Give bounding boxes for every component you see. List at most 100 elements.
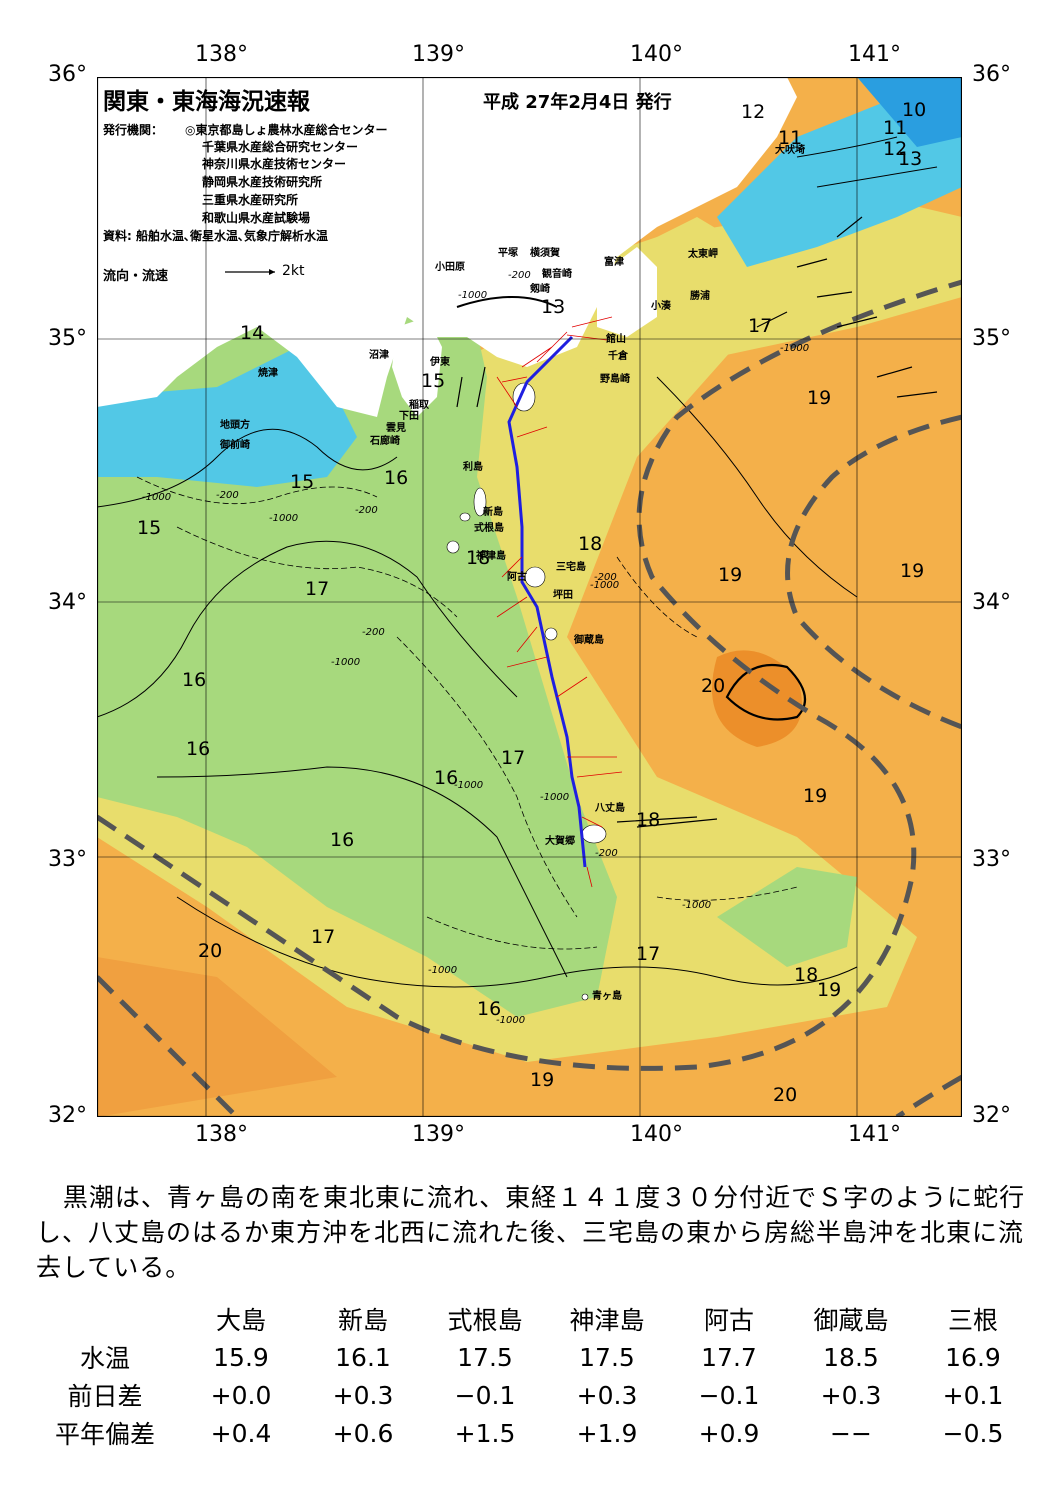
isotherm-label: 11 <box>778 127 803 149</box>
island-hachijojima <box>581 824 607 844</box>
kuroshio-summary: 黒潮は、青ヶ島の南を東北東に流れ、東経１４１度３０分付近でＳ字のように蛇行し、八… <box>36 1180 1036 1285</box>
isotherm-label: 17 <box>305 578 330 600</box>
place-label: 青ヶ島 <box>592 991 622 1002</box>
issuer-1: ◎東京都島しょ農林水産総合センター <box>185 123 388 137</box>
isotherm-label: 20 <box>198 940 223 962</box>
place-label: 焼津 <box>258 368 278 379</box>
table-cell: +1.9 <box>576 1418 638 1448</box>
sea-temperature-map <box>97 77 962 1117</box>
graticule <box>97 77 962 1117</box>
table-row: 平年偏差 +0.4 +0.6 +1.5 +1.9 +0.9 −− −0.5 <box>30 1414 1034 1452</box>
lat-tick-34: 34° <box>48 590 87 615</box>
place-label: 御蔵島 <box>574 635 604 646</box>
isotherm-label: 19 <box>817 979 842 1001</box>
isotherm-label: 16 <box>330 829 355 851</box>
sea-cold-zone-west <box>97 347 357 487</box>
isotherm-label: 15 <box>421 370 446 392</box>
depth-contours <box>136 476 798 950</box>
table-cell: 17.7 <box>701 1342 757 1372</box>
isotherm-label: 14 <box>240 322 265 344</box>
depth-label: -200 <box>216 490 239 501</box>
isotherm-label: 17 <box>501 747 526 769</box>
sea-hot-south <box>97 957 337 1117</box>
place-label: 千倉 <box>608 351 628 362</box>
table-cell: +0.4 <box>210 1418 272 1448</box>
lon-tick-139: 139° <box>412 42 465 67</box>
land-boso <box>597 247 657 337</box>
lon-tick-141-bottom: 141° <box>848 1122 901 1147</box>
lon-tick-140-bottom: 140° <box>630 1122 683 1147</box>
column-header: 新島 <box>337 1306 388 1335</box>
table-cell: +0.6 <box>332 1418 394 1448</box>
table-cell: +0.1 <box>942 1380 1004 1410</box>
land-izu-peninsula <box>392 317 442 417</box>
kuroshio-axis <box>97 279 962 1117</box>
table-cell: 16.9 <box>945 1342 1001 1372</box>
column-header: 阿古 <box>703 1306 754 1335</box>
lon-tick-139-bottom: 139° <box>412 1122 465 1147</box>
island-miyakejima <box>524 566 546 588</box>
table-cell: +0.9 <box>698 1418 760 1448</box>
place-label: 野島崎 <box>600 374 630 385</box>
place-label: 下田 <box>399 411 419 422</box>
place-label: 八丈島 <box>595 803 625 814</box>
lon-tick-141: 141° <box>848 42 901 67</box>
lon-tick-140: 140° <box>630 42 683 67</box>
place-label: 雲見 <box>386 423 406 434</box>
place-label: 式根島 <box>474 523 504 534</box>
sea-hot-core <box>712 650 802 747</box>
table-row: 水温 15.9 16.1 17.5 17.5 17.7 18.5 16.9 <box>30 1338 1034 1376</box>
place-label: 石廊崎 <box>370 436 400 447</box>
isotherm-label: 17 <box>748 315 773 337</box>
lat-tick-36-right: 36° <box>972 62 1011 87</box>
table-cell: +1.5 <box>454 1418 516 1448</box>
island-kozushima <box>446 540 460 554</box>
current-vectors <box>496 316 623 888</box>
issuer-label: 発行機関： <box>103 123 164 137</box>
current-legend-label: 流向・流速 <box>103 269 169 284</box>
depth-label: -200 <box>508 270 531 281</box>
table-cell: +0.3 <box>332 1380 394 1410</box>
place-label: 沼津 <box>369 350 389 361</box>
lat-tick-32: 32° <box>48 1103 87 1128</box>
island-mikurajima <box>544 627 558 641</box>
isotherm-label: 15 <box>137 517 162 539</box>
sea-cold-zone-northeast <box>857 77 962 147</box>
isotherm-label: 16 <box>384 467 409 489</box>
place-label: 御前崎 <box>220 440 250 451</box>
lat-tick-34-right: 34° <box>972 590 1011 615</box>
table-header-row: 大島 新島 式根島 神津島 阿古 御蔵島 三根 <box>30 1300 1034 1338</box>
table-cell: −0.1 <box>454 1380 516 1410</box>
place-label: 剱崎 <box>530 284 550 295</box>
isotherm-label: 20 <box>773 1084 798 1106</box>
isotherm-label: 18 <box>794 964 819 986</box>
island-niijima <box>473 487 487 517</box>
depth-label: -1000 <box>590 580 620 591</box>
depth-label: -200 <box>362 627 385 638</box>
lat-tick-32-right: 32° <box>972 1103 1011 1128</box>
row-label: 平年偏差 <box>54 1420 155 1449</box>
table-cell: 15.9 <box>213 1342 269 1372</box>
isotherm-label: 12 <box>883 138 908 160</box>
depth-label: -1000 <box>458 290 488 301</box>
lat-tick-33-right: 33° <box>972 847 1011 872</box>
island-shikinejima <box>459 512 471 522</box>
depth-label: -1000 <box>540 792 570 803</box>
lat-tick-33: 33° <box>48 847 87 872</box>
table-row: 前日差 +0.0 +0.3 −0.1 +0.3 −0.1 +0.3 +0.1 <box>30 1376 1034 1414</box>
place-label: 小湊 <box>651 301 671 312</box>
depth-label: -1000 <box>428 965 458 976</box>
place-label: 大吠埼 <box>775 145 805 156</box>
sea-mild-north <box>537 197 962 377</box>
column-header: 大島 <box>215 1306 266 1335</box>
isotherm-label: 18 <box>636 809 661 831</box>
column-header: 式根島 <box>447 1306 523 1335</box>
isotherm-label: 17 <box>311 926 336 948</box>
table-cell: 16.1 <box>335 1342 391 1372</box>
depth-label: -1000 <box>454 780 484 791</box>
depth-label: -1000 <box>331 657 361 668</box>
depth-label: -200 <box>355 505 378 516</box>
row-label: 前日差 <box>67 1382 143 1411</box>
isotherm-label: 19 <box>530 1069 555 1091</box>
place-label: 勝浦 <box>690 291 710 302</box>
